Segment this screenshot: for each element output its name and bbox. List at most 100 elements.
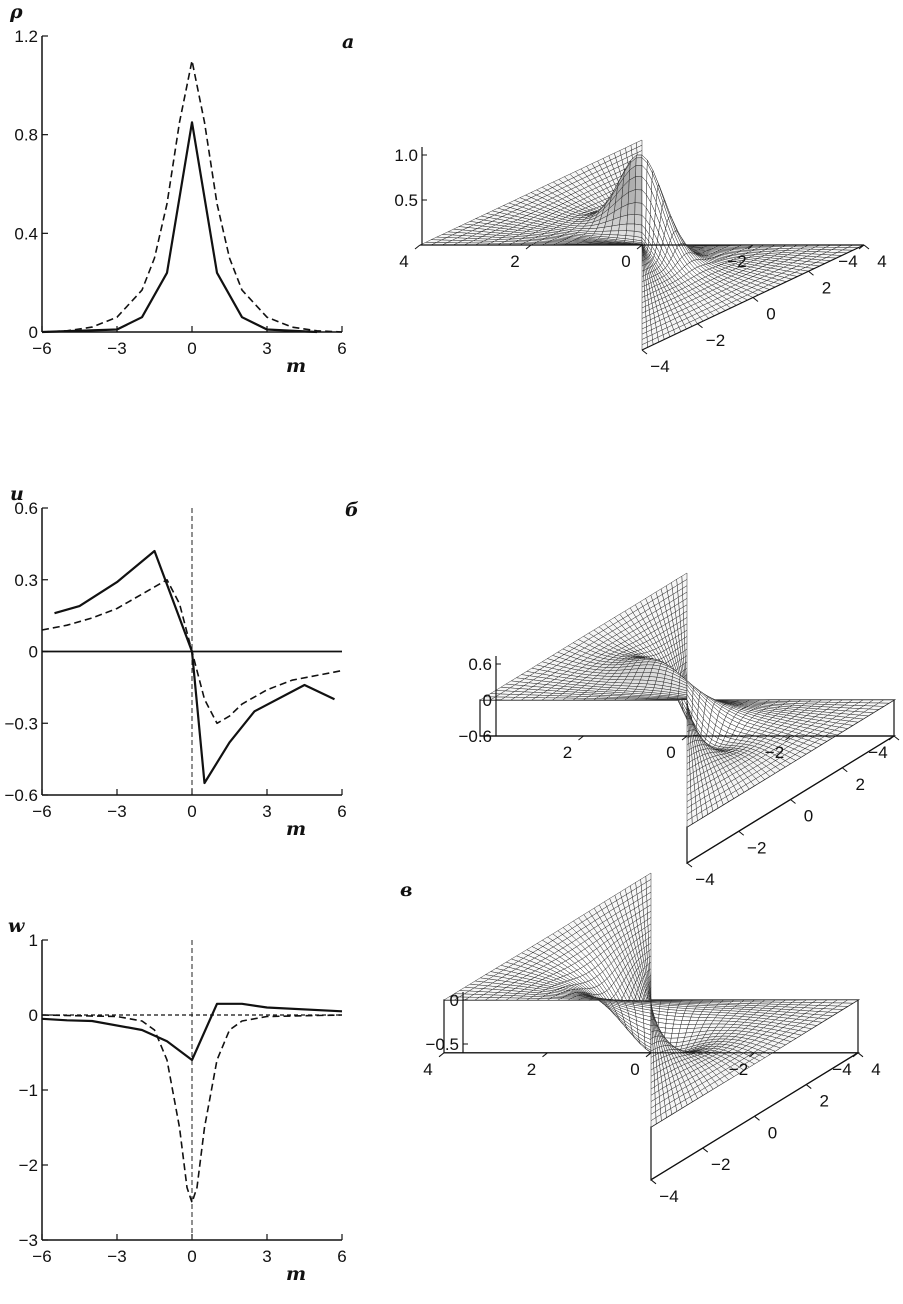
series-line-dashed (41, 578, 343, 725)
y-axis-label: w (8, 915, 25, 937)
surface-y-tick-label: −2 (747, 838, 766, 857)
surface-x-tick-label: 2 (510, 252, 519, 271)
surface-mesh-cell (672, 1023, 682, 1030)
line-plot-w: −6 −3 0 3 610−1−2−3wm (8, 915, 347, 1285)
y-tick-label: 0.4 (14, 224, 38, 243)
surface-x-tick-label: −2 (727, 252, 746, 271)
x-axis-label: m (286, 818, 306, 840)
surface-y-tick-label: −4 (695, 870, 714, 889)
surface-x-tick-label: 4 (423, 1060, 432, 1079)
surface-y-tick-label: 2 (822, 278, 831, 297)
surface-mesh-cell (635, 165, 643, 178)
surface-mesh-cell (634, 214, 643, 226)
surface-y-tick-mark (863, 244, 870, 250)
z-tick-label: 0.5 (394, 191, 418, 210)
surface-mesh-cell (641, 260, 644, 267)
surface-mesh-cell (674, 1015, 684, 1021)
surface-mesh-cell (673, 1019, 683, 1025)
z-tick-label: 0 (450, 991, 459, 1010)
surface-y-tick-mark (754, 1115, 760, 1121)
x-tick-label: 6 (337, 1247, 346, 1266)
surface-y-tick-label: 0 (768, 1123, 777, 1142)
line-plot-rho: −6 −3 0 3 600.40.81.2ρm (9, 1, 347, 377)
surface-mesh-cell (638, 679, 649, 685)
z-tick-label: 0 (483, 691, 492, 710)
surface-x-tick-label: 0 (666, 743, 675, 762)
surface-y-tick-mark (641, 349, 648, 355)
surface-mesh-cell (671, 1028, 681, 1034)
surface-y-tick-label: −4 (650, 357, 669, 376)
y-tick-label: 1.2 (14, 27, 38, 46)
surface-x-tick-label: −4 (838, 252, 857, 271)
x-tick-label: −3 (107, 802, 126, 821)
surface-mesh-cell (686, 730, 689, 739)
surface-mesh-cell (686, 718, 689, 726)
surface-x-tick-label: 0 (630, 1060, 639, 1079)
y-tick-label: 0.3 (14, 571, 38, 590)
surface-mesh-cell (644, 698, 658, 701)
surface-x-tick-mark (414, 244, 421, 250)
series-line-solid (41, 1002, 343, 1062)
surface-mesh-cell (635, 157, 643, 166)
y-tick-label: −3 (19, 1231, 38, 1250)
surface-mesh-cell (664, 1032, 673, 1039)
surface-mesh (419, 139, 865, 351)
surface-mesh-cell (641, 254, 644, 262)
surface-mesh-cell (635, 176, 643, 191)
z-tick-label: 1.0 (394, 146, 418, 165)
surface-y-tick-label: 2 (856, 775, 865, 794)
surface-mesh-cell (634, 202, 643, 216)
x-axis-label: m (286, 1263, 306, 1285)
surface-x-tick-label: −4 (868, 743, 887, 762)
x-tick-label: 0 (187, 1247, 196, 1266)
surface-y-tick-mark (805, 1084, 812, 1089)
surface-x-tick-label: 0 (621, 252, 630, 271)
surface-x-tick-mark (636, 244, 643, 250)
surface-mesh-cell (681, 1016, 692, 1021)
surface-mesh-cell (650, 1025, 653, 1033)
surface-mesh-cell (664, 1027, 673, 1034)
y-tick-label: 0.6 (14, 499, 38, 518)
series-line-solid (41, 121, 318, 334)
surface-y-tick-mark (738, 830, 745, 836)
surface-mesh-cell (670, 1033, 680, 1039)
surface-mesh-cell (641, 249, 643, 256)
series-line-dashed (41, 1014, 343, 1204)
surface-y-tick-label: 2 (820, 1092, 829, 1111)
y-tick-label: 0 (29, 643, 38, 662)
surface-y-tick-label: −4 (659, 1187, 678, 1206)
surface-y-tick-mark (808, 270, 814, 276)
y-tick-label: −0.6 (4, 786, 38, 805)
surface-mesh-cell (655, 698, 668, 701)
surface-x-tick-label: −4 (832, 1060, 851, 1079)
x-tick-label: −6 (32, 802, 51, 821)
y-axis-label: u (10, 483, 24, 505)
surface-mesh-cell (633, 223, 643, 233)
surface-y-tick-label: 4 (871, 1060, 880, 1079)
surface-mesh-cell (599, 999, 611, 1001)
surface-mesh-cell (665, 699, 678, 701)
surface-mesh-cell (634, 698, 648, 701)
panel-letter-b: б (345, 499, 359, 521)
x-tick-label: −3 (107, 339, 126, 358)
x-tick-label: −6 (32, 1247, 51, 1266)
x-tick-label: 0 (187, 339, 196, 358)
y-tick-label: 1 (29, 931, 38, 950)
surface-y-tick-mark (702, 1147, 709, 1153)
surface-mesh-cell (686, 724, 689, 733)
surface-mesh-cell (609, 230, 619, 236)
surface-y-tick-label: −2 (706, 331, 725, 350)
surface-mesh-cell (613, 698, 628, 701)
surface-y-tick-mark (650, 1179, 657, 1185)
y-tick-label: 0 (29, 1006, 38, 1025)
x-tick-label: 3 (262, 1247, 271, 1266)
surface-mesh-cell (650, 1012, 653, 1020)
surface-mesh-cell (640, 675, 650, 681)
surface-mesh-cell (686, 712, 689, 720)
z-tick-label: 0.6 (468, 655, 492, 674)
y-tick-label: −0.3 (4, 714, 38, 733)
x-tick-label: 6 (337, 339, 346, 358)
